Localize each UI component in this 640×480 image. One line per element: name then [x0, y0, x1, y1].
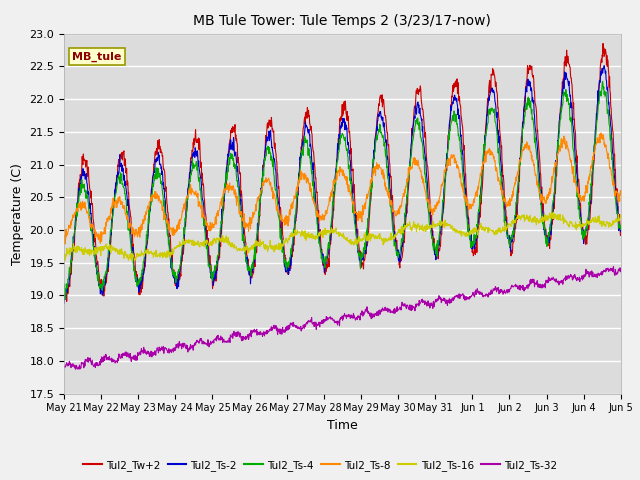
Tul2_Ts-16 — [552, 211, 559, 217]
Tul2_Ts-8 — [61, 241, 69, 247]
Line: Tul2_Ts-16: Tul2_Ts-16 — [64, 212, 621, 261]
Tul2_Ts-2 — [600, 63, 608, 69]
Tul2_Ts-4 — [246, 266, 254, 272]
Tul2_Ts-4 — [617, 223, 625, 228]
Tul2_Ts-32 — [429, 300, 437, 305]
Tul2_Ts-16 — [171, 244, 179, 250]
Line: Tul2_Tw+2: Tul2_Tw+2 — [64, 44, 621, 301]
Tul2_Ts-2 — [551, 186, 559, 192]
Title: MB Tule Tower: Tule Temps 2 (3/23/17-now): MB Tule Tower: Tule Temps 2 (3/23/17-now… — [193, 14, 492, 28]
Tul2_Ts-16 — [128, 258, 136, 264]
Tul2_Tw+2 — [617, 232, 625, 238]
Tul2_Tw+2 — [551, 186, 559, 192]
Tul2_Ts-8 — [551, 159, 559, 165]
Legend: Tul2_Tw+2, Tul2_Ts-2, Tul2_Ts-4, Tul2_Ts-8, Tul2_Ts-16, Tul2_Ts-32: Tul2_Tw+2, Tul2_Ts-2, Tul2_Ts-4, Tul2_Ts… — [79, 456, 561, 475]
Line: Tul2_Ts-4: Tul2_Ts-4 — [64, 82, 621, 299]
X-axis label: Time: Time — [327, 419, 358, 432]
Tul2_Ts-8 — [184, 193, 192, 199]
Y-axis label: Temperature (C): Temperature (C) — [11, 163, 24, 264]
Tul2_Ts-2 — [617, 229, 625, 235]
Tul2_Ts-32 — [60, 365, 68, 371]
Line: Tul2_Ts-2: Tul2_Ts-2 — [64, 66, 621, 303]
Tul2_Ts-32 — [246, 332, 254, 337]
Tul2_Ts-16 — [429, 218, 437, 224]
Tul2_Ts-16 — [184, 239, 192, 245]
Tul2_Ts-32 — [502, 289, 509, 295]
Tul2_Tw+2 — [63, 299, 70, 304]
Tul2_Ts-2 — [246, 268, 254, 274]
Tul2_Ts-4 — [184, 192, 192, 198]
Tul2_Ts-2 — [184, 186, 191, 192]
Tul2_Ts-4 — [171, 273, 179, 279]
Line: Tul2_Ts-8: Tul2_Ts-8 — [64, 133, 621, 244]
Tul2_Ts-8 — [597, 130, 605, 136]
Tul2_Ts-16 — [60, 252, 68, 258]
Tul2_Ts-32 — [551, 276, 559, 282]
Text: MB_tule: MB_tule — [72, 51, 122, 62]
Tul2_Ts-4 — [429, 241, 437, 247]
Tul2_Tw+2 — [246, 273, 254, 278]
Tul2_Ts-4 — [60, 281, 68, 287]
Tul2_Ts-2 — [60, 300, 68, 306]
Tul2_Ts-4 — [502, 220, 509, 226]
Tul2_Tw+2 — [184, 186, 192, 192]
Tul2_Ts-32 — [617, 268, 625, 274]
Tul2_Tw+2 — [429, 235, 437, 241]
Tul2_Ts-32 — [184, 346, 192, 352]
Tul2_Ts-16 — [502, 224, 509, 230]
Tul2_Ts-4 — [61, 296, 69, 302]
Tul2_Ts-8 — [617, 192, 625, 197]
Tul2_Ts-2 — [429, 239, 436, 245]
Tul2_Tw+2 — [502, 207, 509, 213]
Tul2_Ts-32 — [171, 348, 179, 353]
Tul2_Ts-2 — [170, 276, 178, 281]
Tul2_Ts-16 — [617, 212, 625, 218]
Line: Tul2_Ts-32: Tul2_Ts-32 — [64, 267, 621, 369]
Tul2_Ts-4 — [599, 79, 607, 84]
Tul2_Ts-8 — [171, 231, 179, 237]
Tul2_Ts-32 — [72, 366, 79, 372]
Tul2_Tw+2 — [171, 273, 179, 278]
Tul2_Ts-8 — [60, 237, 68, 243]
Tul2_Ts-32 — [610, 264, 618, 270]
Tul2_Ts-8 — [429, 207, 437, 213]
Tul2_Ts-8 — [246, 226, 254, 232]
Tul2_Ts-16 — [246, 247, 254, 252]
Tul2_Ts-4 — [551, 179, 559, 185]
Tul2_Tw+2 — [60, 283, 68, 288]
Tul2_Ts-2 — [502, 221, 509, 227]
Tul2_Ts-8 — [502, 199, 509, 205]
Tul2_Ts-16 — [550, 209, 557, 215]
Tul2_Tw+2 — [599, 41, 607, 47]
